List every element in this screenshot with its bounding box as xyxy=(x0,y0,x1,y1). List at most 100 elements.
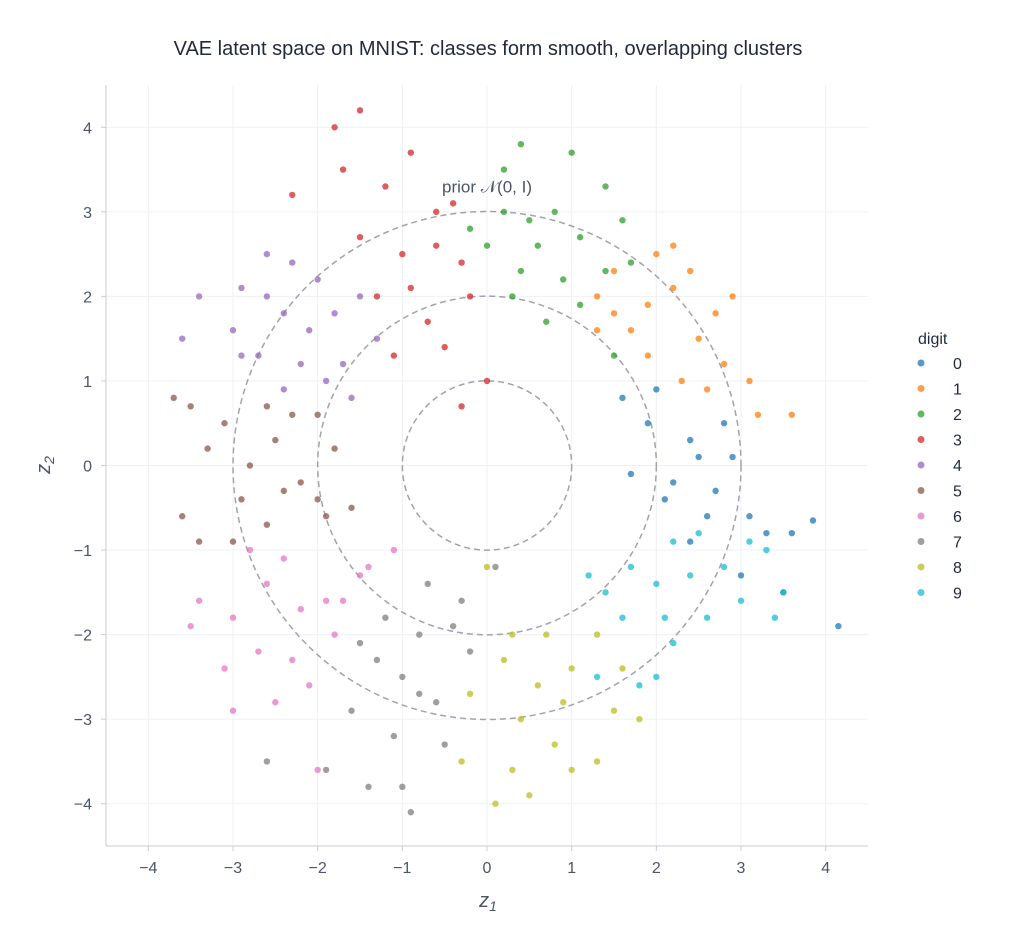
legend-label: 7 xyxy=(953,535,962,552)
data-point-digit-8 xyxy=(551,741,558,748)
data-point-digit-8 xyxy=(509,766,516,774)
data-point-digit-3 xyxy=(466,293,474,300)
legend-marker xyxy=(917,487,925,494)
data-point-digit-8 xyxy=(610,707,618,714)
legend-marker xyxy=(917,436,925,443)
data-point-digit-9 xyxy=(763,546,770,554)
legend-marker xyxy=(917,563,925,571)
legend-title: digit xyxy=(918,331,948,348)
data-point-digit-6 xyxy=(246,546,254,554)
data-point-digit-7 xyxy=(263,758,271,765)
data-point-digit-2 xyxy=(517,140,525,148)
legend-marker xyxy=(917,359,925,367)
data-point-digit-8 xyxy=(568,665,575,672)
data-point-digit-1 xyxy=(593,293,601,300)
data-point-digit-8 xyxy=(509,631,516,638)
data-point-digit-2 xyxy=(466,225,474,232)
y-tick-label: 3 xyxy=(83,205,92,222)
data-point-digit-7 xyxy=(382,614,389,621)
data-point-digit-7 xyxy=(365,783,372,791)
data-point-digit-2 xyxy=(602,267,609,275)
data-point-digit-1 xyxy=(754,411,762,418)
legend-marker xyxy=(917,385,925,392)
data-point-digit-5 xyxy=(238,496,245,503)
data-point-digit-9 xyxy=(636,682,643,689)
data-point-digit-9 xyxy=(780,589,787,596)
data-point-digit-2 xyxy=(500,166,508,173)
legend-label: 9 xyxy=(953,586,962,603)
data-point-digit-8 xyxy=(466,690,474,697)
data-point-digit-6 xyxy=(331,631,338,638)
legend-label: 1 xyxy=(953,382,962,399)
data-point-digit-2 xyxy=(534,242,541,249)
data-point-digit-4 xyxy=(195,293,203,300)
y-tick-label: −1 xyxy=(74,543,92,560)
data-point-digit-8 xyxy=(483,563,491,571)
legend-marker xyxy=(917,461,925,469)
data-point-digit-3 xyxy=(399,250,406,258)
data-point-digit-3 xyxy=(373,293,381,300)
data-point-digit-7 xyxy=(416,690,423,697)
data-point-digit-7 xyxy=(407,808,414,816)
data-point-digit-6 xyxy=(306,682,313,689)
data-point-digit-0 xyxy=(687,436,694,444)
data-point-digit-4 xyxy=(179,335,186,342)
data-point-digit-0 xyxy=(703,513,711,520)
data-point-digit-3 xyxy=(407,284,414,292)
data-point-digit-5 xyxy=(263,403,271,410)
legend: digit 0 1 2 3 4 5 6 7 8 9 xyxy=(917,331,962,603)
data-point-digit-7 xyxy=(348,707,355,714)
data-point-digit-6 xyxy=(221,665,228,672)
data-point-digit-9 xyxy=(746,538,753,545)
data-point-digit-7 xyxy=(373,656,381,664)
data-point-digit-4 xyxy=(322,377,330,385)
legend-marker xyxy=(917,538,925,545)
data-point-digit-5 xyxy=(195,538,203,545)
data-point-digit-0 xyxy=(763,529,770,537)
data-point-digit-4 xyxy=(331,310,338,317)
legend-marker xyxy=(917,410,925,418)
data-point-digit-3 xyxy=(458,403,465,410)
data-point-digit-7 xyxy=(424,580,431,588)
data-point-digit-3 xyxy=(424,318,431,325)
data-point-digit-3 xyxy=(458,259,465,266)
data-point-digit-4 xyxy=(263,293,271,300)
data-point-digit-1 xyxy=(695,335,702,342)
data-point-digit-5 xyxy=(246,462,254,469)
data-point-digit-0 xyxy=(809,517,817,524)
data-point-digit-9 xyxy=(585,572,592,579)
data-point-digit-5 xyxy=(179,513,186,520)
data-point-digit-4 xyxy=(339,360,347,368)
data-point-digit-2 xyxy=(602,183,609,190)
data-point-digit-4 xyxy=(348,394,355,402)
data-point-digit-6 xyxy=(195,597,203,604)
legend-marker xyxy=(917,589,925,596)
data-point-digit-0 xyxy=(653,386,660,393)
data-point-digit-9 xyxy=(627,563,635,571)
data-point-digit-8 xyxy=(593,758,601,765)
data-point-digit-3 xyxy=(339,166,347,173)
data-point-digit-8 xyxy=(534,682,541,689)
data-point-digit-9 xyxy=(720,563,728,571)
data-point-digit-1 xyxy=(720,360,728,368)
data-point-digit-6 xyxy=(263,580,271,588)
reference-circles xyxy=(232,210,742,721)
data-point-digit-6 xyxy=(280,555,287,562)
x-tick-label: 3 xyxy=(737,860,746,877)
data-point-digit-2 xyxy=(500,208,508,216)
data-point-digit-0 xyxy=(644,420,652,427)
data-point-digit-9 xyxy=(653,673,660,681)
legend-label: 4 xyxy=(953,458,962,475)
data-point-digit-6 xyxy=(322,597,330,604)
points xyxy=(170,107,842,816)
data-point-digit-0 xyxy=(720,420,728,427)
data-point-digit-9 xyxy=(687,572,694,579)
data-point-digit-5 xyxy=(170,394,177,402)
data-point-digit-3 xyxy=(407,149,414,156)
data-point-digit-0 xyxy=(746,513,753,520)
data-point-digit-1 xyxy=(670,284,677,292)
data-point-digit-9 xyxy=(619,614,626,621)
data-point-digit-6 xyxy=(255,648,262,655)
data-point-digit-6 xyxy=(339,597,347,604)
